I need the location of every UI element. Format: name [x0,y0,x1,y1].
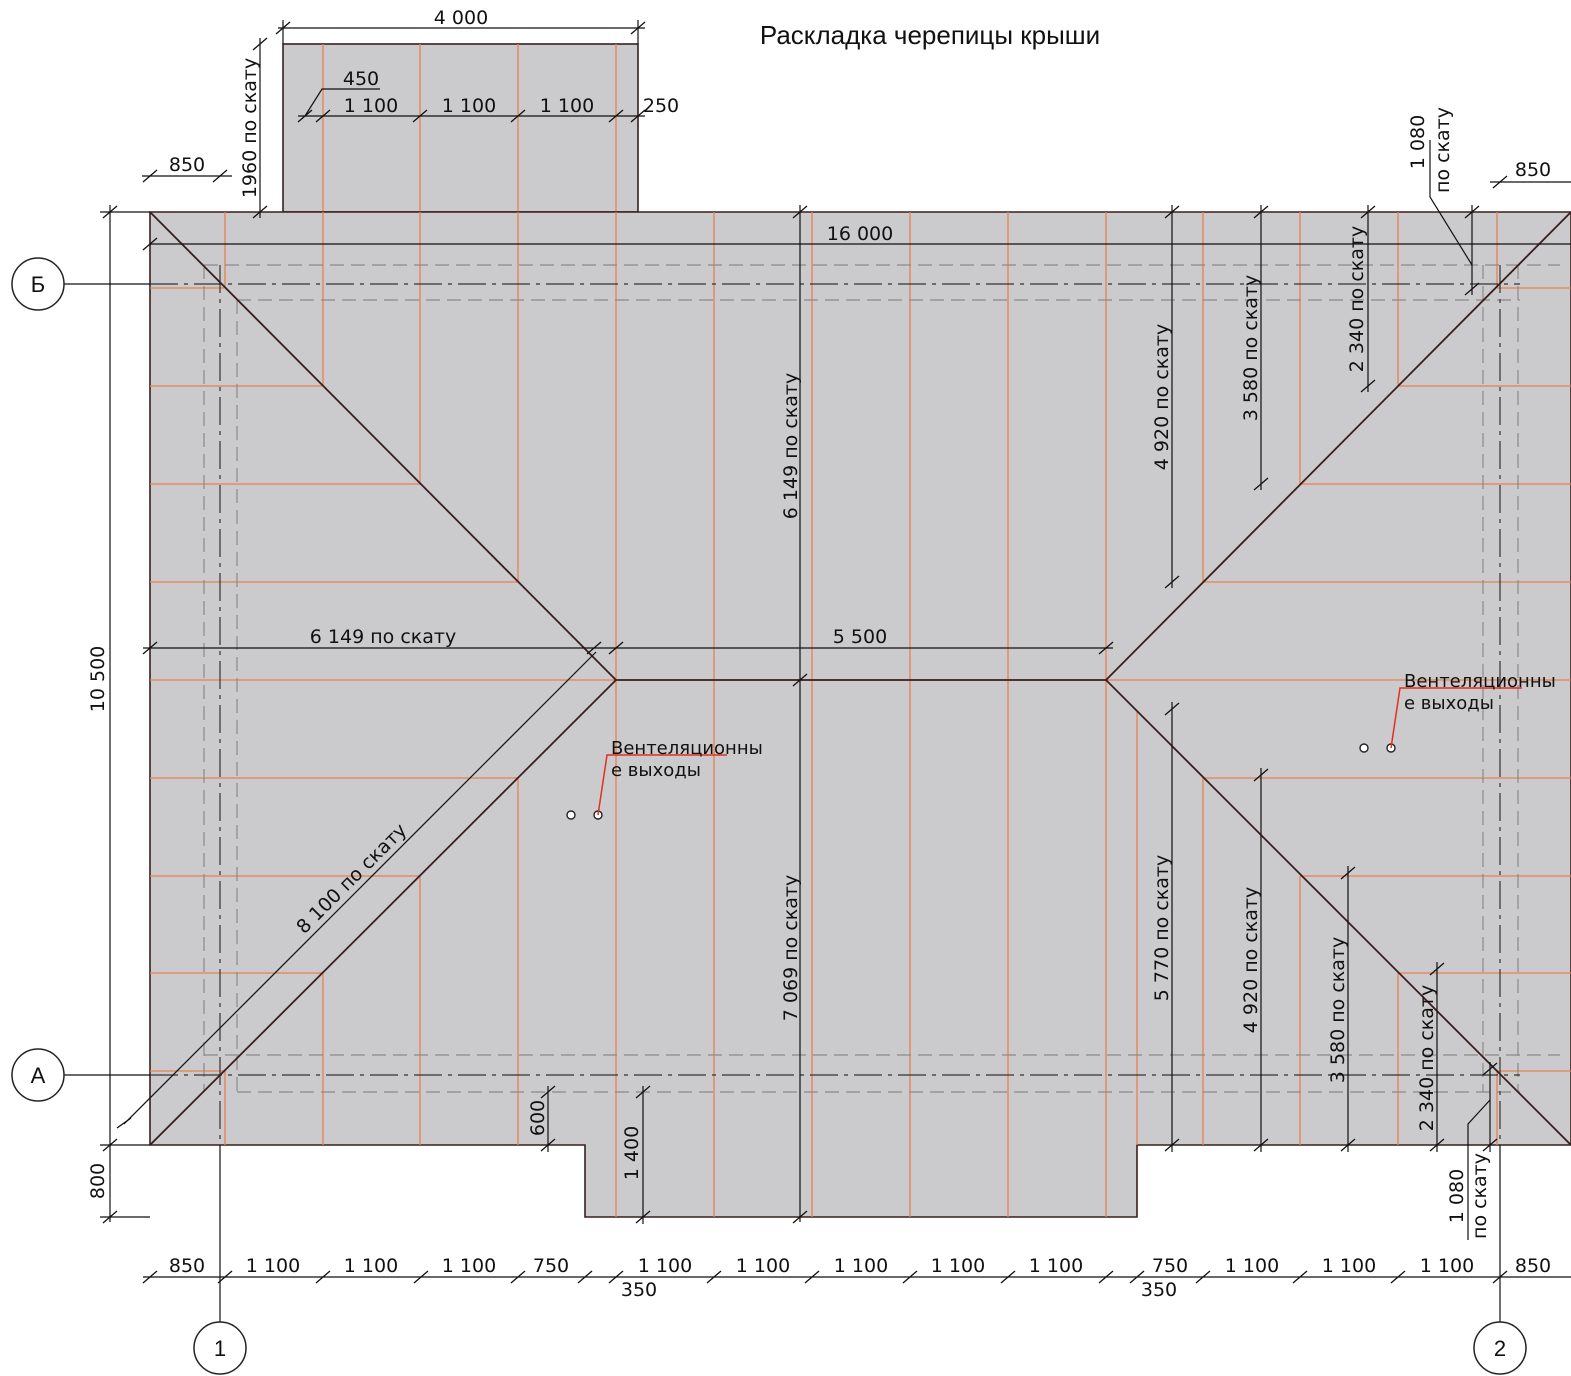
dormer-tile-lines [322,44,617,212]
vent-note-right-line1: Вентеляционны [1404,671,1556,692]
dim-center-7069: 7 069 по скату [780,875,802,1021]
dim-dormer-250: 250 [643,95,679,117]
dim-top-right-1080-a: 1 080 [1407,115,1429,169]
axis-bubble-col-1: 1 [193,1321,247,1375]
axis-bubble-col-2: 2 [1473,1321,1527,1375]
main-roof-plan [149,211,1571,1218]
dim-dormer-1960: 1960 по скату [239,58,261,198]
chain-label: 1 100 [344,1255,398,1277]
dim-dormer-width: 4 000 [434,7,488,29]
axis-bubble-row-b: Б [11,257,65,311]
chain-label: 850 [169,1255,205,1277]
chain-label: 1 100 [246,1255,300,1277]
vent-note-right-line2: е выходы [1404,693,1494,714]
dim-dormer-1100-a: 1 100 [344,95,398,117]
dim-right-bot-3580: 3 580 по скату [1327,937,1349,1083]
dim-ridge-5500: 5 500 [833,626,887,648]
dim-bottom-350-left: 350 [621,1279,657,1301]
axis-label-a: А [31,1063,46,1088]
dim-top-right-1080-b: по скату [1432,107,1454,193]
grid-axes [64,265,1520,1322]
chain-label: 1 100 [1322,1255,1376,1277]
dimension-texts: 4 000 450 1 100 1 100 1 100 250 1960 по … [87,7,1551,1301]
dim-right-top-2340: 2 340 по скату [1346,226,1368,372]
chain-label: 1 100 [638,1255,692,1277]
drawing-title: Раскладка черепицы крыши [760,20,1100,50]
dim-top-right-850: 850 [1515,159,1551,181]
axis-label-1: 1 [214,1336,226,1361]
dim-overall-10500: 10 500 [87,646,109,712]
chain-label: 1 100 [1420,1255,1474,1277]
chain-label: 750 [533,1255,569,1277]
dim-hip-6149: 6 149 по скату [310,626,456,648]
vent-note-left-line2: е выходы [611,760,701,781]
chain-label: 1 100 [931,1255,985,1277]
chain-label: 1 100 [736,1255,790,1277]
vent-leaders [597,687,1522,816]
dim-right-top-4920: 4 920 по скату [1151,324,1173,470]
dim-bottom-350-right: 350 [1141,1279,1177,1301]
dimension-lines [100,20,1571,1284]
chain-label: 850 [1515,1255,1551,1277]
dim-center-6149: 6 149 по скату [780,373,802,519]
ridge-and-hips [149,211,1571,1146]
dim-top-left-850: 850 [169,154,205,176]
bottom-dimension-chain: 850 1 100 1 100 1 100 750 1 100 1 100 1 … [169,1255,1551,1277]
dim-dormer-450: 450 [343,68,379,90]
vent-note-left-line1: Вентеляционны [611,738,763,759]
dim-bump-1400: 1 400 [621,1126,643,1180]
chain-label: 1 100 [442,1255,496,1277]
wall-outline-dashed [203,264,1560,1093]
chain-label: 1 100 [1225,1255,1279,1277]
dormer-plan [282,43,639,213]
dim-right-top-3580: 3 580 по скату [1240,275,1262,421]
chain-label: 1 100 [834,1255,888,1277]
tile-columns [224,212,1498,1217]
dim-right-bot-5770: 5 770 по скату [1151,855,1173,1001]
chain-label: 750 [1152,1255,1188,1277]
axis-bubble-row-a: А [11,1048,65,1102]
chain-label: 1 100 [1029,1255,1083,1277]
dim-right-bot-2340: 2 340 по скату [1416,985,1438,1131]
dim-left-800: 800 [87,1163,109,1199]
dim-dormer-1100-b: 1 100 [442,95,496,117]
dim-dormer-1100-c: 1 100 [540,95,594,117]
dim-overall-16000: 16 000 [827,223,893,245]
dim-right-bot-4920: 4 920 по скату [1240,887,1262,1033]
dim-bottom-1080-b: по скату [1469,1153,1491,1239]
axis-label-2: 2 [1494,1336,1506,1361]
dim-bottom-1080-a: 1 080 [1446,1169,1468,1223]
dim-bump-600: 600 [527,1100,549,1136]
axis-label-b: Б [31,272,45,297]
